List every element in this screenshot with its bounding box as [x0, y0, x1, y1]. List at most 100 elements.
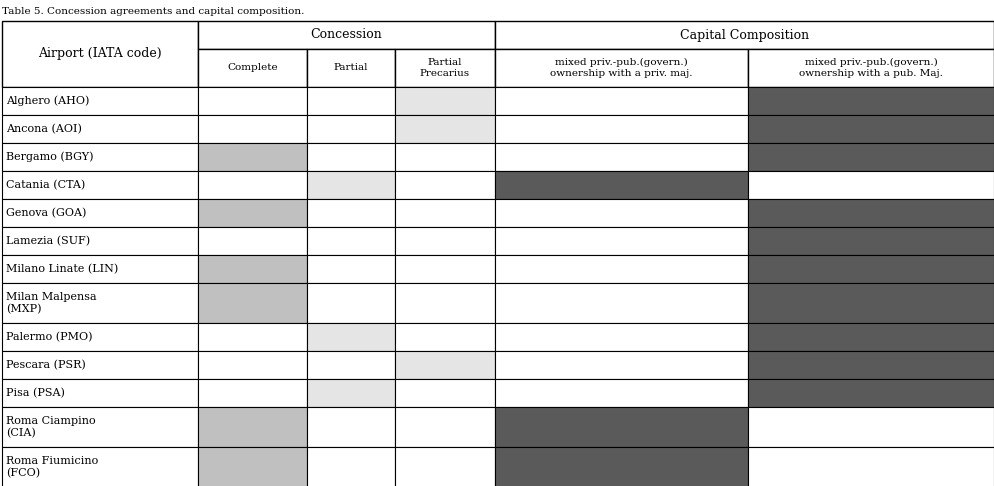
Bar — [307, 407, 395, 447]
Text: Catania (CTA): Catania (CTA) — [6, 180, 85, 190]
Bar — [2, 407, 198, 447]
Bar — [395, 379, 494, 407]
Bar — [307, 283, 395, 323]
Text: Concession: Concession — [310, 29, 382, 41]
Bar — [395, 143, 494, 171]
Bar — [494, 143, 747, 171]
Bar — [198, 227, 307, 255]
Bar — [2, 323, 198, 351]
Text: Capital Composition: Capital Composition — [679, 29, 808, 41]
Bar — [395, 115, 494, 143]
Bar — [747, 351, 993, 379]
Bar — [307, 227, 395, 255]
Bar — [2, 283, 198, 323]
Bar — [2, 227, 198, 255]
Bar — [747, 407, 993, 447]
Bar — [307, 255, 395, 283]
Bar — [2, 447, 198, 486]
Bar — [307, 115, 395, 143]
Text: mixed priv.-pub.(govern.)
ownership with a priv. maj.: mixed priv.-pub.(govern.) ownership with… — [550, 58, 692, 78]
Bar — [494, 323, 747, 351]
Bar — [494, 407, 747, 447]
Text: Pescara (PSR): Pescara (PSR) — [6, 360, 85, 370]
Text: Milan Malpensa
(MXP): Milan Malpensa (MXP) — [6, 292, 96, 314]
Bar — [747, 323, 993, 351]
Bar — [747, 143, 993, 171]
Bar — [747, 227, 993, 255]
Bar — [747, 115, 993, 143]
Text: Airport (IATA code): Airport (IATA code) — [38, 48, 162, 60]
Bar — [747, 87, 993, 115]
Bar — [2, 21, 198, 87]
Bar — [395, 447, 494, 486]
Bar — [395, 199, 494, 227]
Bar — [307, 351, 395, 379]
Text: Partial
Precarius: Partial Precarius — [419, 58, 469, 78]
Bar — [747, 255, 993, 283]
Bar — [307, 447, 395, 486]
Bar — [494, 227, 747, 255]
Bar — [198, 49, 307, 87]
Bar — [198, 115, 307, 143]
Bar — [198, 447, 307, 486]
Bar — [395, 407, 494, 447]
Bar — [2, 379, 198, 407]
Bar — [395, 227, 494, 255]
Bar — [395, 87, 494, 115]
Text: Bergamo (BGY): Bergamo (BGY) — [6, 152, 93, 162]
Bar — [198, 199, 307, 227]
Bar — [2, 87, 198, 115]
Text: Partial: Partial — [333, 64, 368, 72]
Bar — [395, 49, 494, 87]
Text: Palermo (PMO): Palermo (PMO) — [6, 332, 92, 342]
Bar — [307, 171, 395, 199]
Bar — [747, 171, 993, 199]
Bar — [307, 87, 395, 115]
Bar — [494, 283, 747, 323]
Bar — [2, 255, 198, 283]
Bar — [2, 199, 198, 227]
Text: Milano Linate (LIN): Milano Linate (LIN) — [6, 264, 118, 274]
Bar — [2, 115, 198, 143]
Bar — [747, 283, 993, 323]
Bar — [198, 143, 307, 171]
Text: Roma Ciampino
(CIA): Roma Ciampino (CIA) — [6, 416, 95, 438]
Bar — [307, 323, 395, 351]
Bar — [494, 351, 747, 379]
Text: Table 5. Concession agreements and capital composition.: Table 5. Concession agreements and capit… — [2, 6, 304, 16]
Bar — [494, 171, 747, 199]
Bar — [747, 49, 993, 87]
Text: Pisa (PSA): Pisa (PSA) — [6, 388, 65, 398]
Bar — [2, 171, 198, 199]
Bar — [395, 171, 494, 199]
Bar — [307, 49, 395, 87]
Bar — [494, 115, 747, 143]
Bar — [198, 255, 307, 283]
Bar — [747, 447, 993, 486]
Bar — [198, 351, 307, 379]
Bar — [494, 21, 993, 49]
Text: Roma Fiumicino
(FCO): Roma Fiumicino (FCO) — [6, 456, 98, 478]
Bar — [198, 407, 307, 447]
Bar — [307, 379, 395, 407]
Bar — [395, 351, 494, 379]
Text: Ancona (AOI): Ancona (AOI) — [6, 124, 82, 134]
Bar — [494, 87, 747, 115]
Bar — [2, 143, 198, 171]
Bar — [198, 87, 307, 115]
Bar — [307, 143, 395, 171]
Bar — [494, 255, 747, 283]
Text: Alghero (AHO): Alghero (AHO) — [6, 96, 89, 106]
Bar — [307, 199, 395, 227]
Text: Genova (GOA): Genova (GOA) — [6, 208, 86, 218]
Text: Complete: Complete — [227, 64, 277, 72]
Text: Lamezia (SUF): Lamezia (SUF) — [6, 236, 90, 246]
Bar — [494, 379, 747, 407]
Text: mixed priv.-pub.(govern.)
ownership with a pub. Maj.: mixed priv.-pub.(govern.) ownership with… — [798, 58, 942, 78]
Bar — [198, 21, 494, 49]
Bar — [747, 199, 993, 227]
Bar — [395, 255, 494, 283]
Bar — [395, 323, 494, 351]
Bar — [494, 447, 747, 486]
Bar — [395, 283, 494, 323]
